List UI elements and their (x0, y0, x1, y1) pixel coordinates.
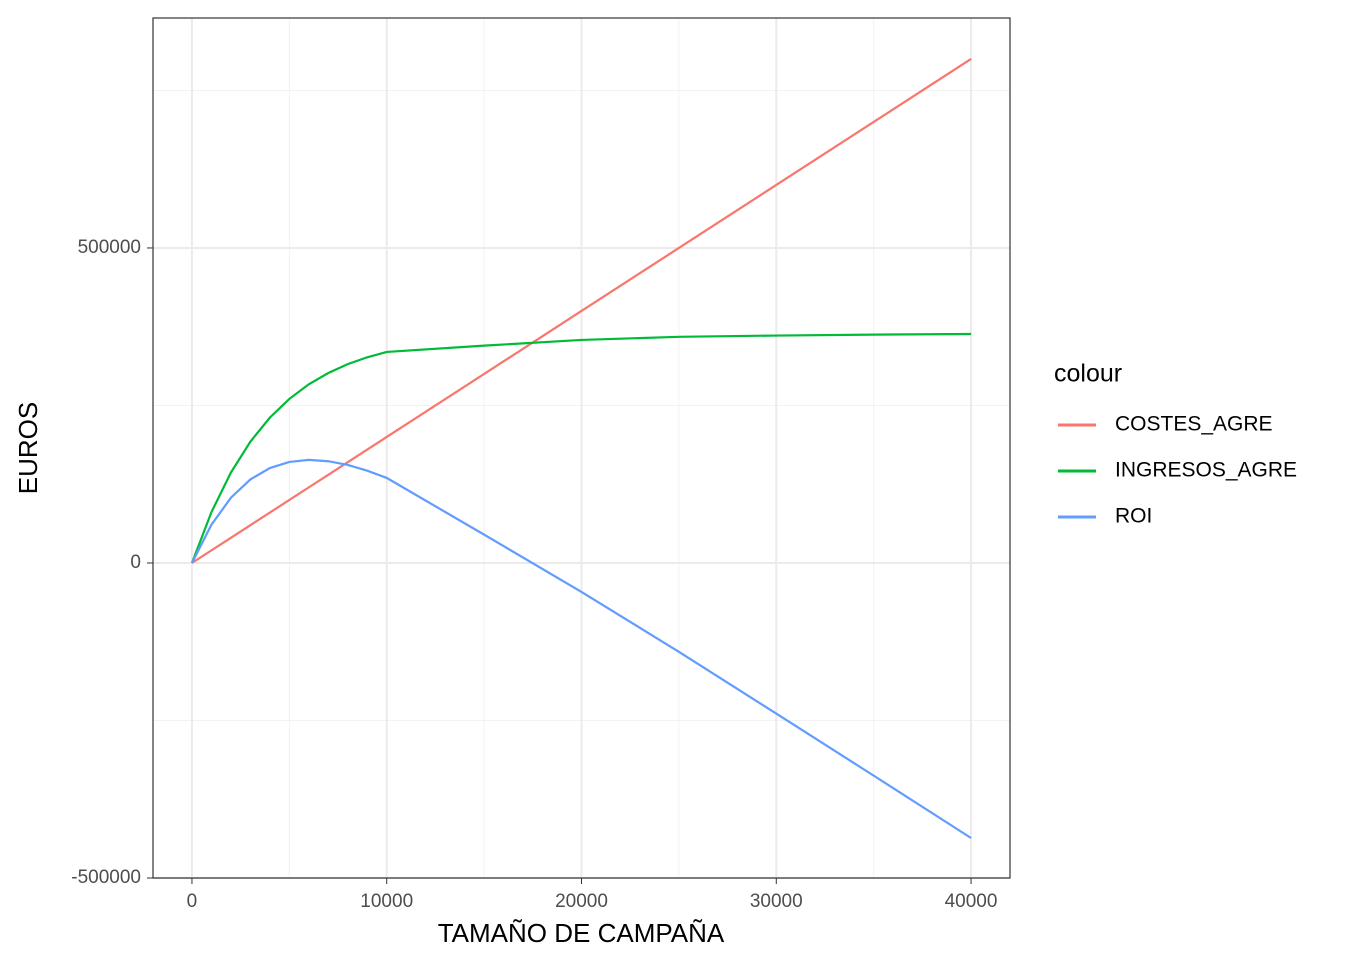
legend-title: colour (1054, 360, 1122, 388)
y-tick-label: 0 (130, 552, 141, 573)
x-tick-label: 20000 (555, 891, 608, 912)
x-tick-label: 0 (187, 891, 198, 912)
legend-label: COSTES_AGRE (1115, 413, 1273, 436)
y-axis-title: EUROS (13, 402, 43, 494)
y-tick-label: 500000 (78, 237, 141, 258)
x-tick-label: 10000 (360, 891, 413, 912)
legend-label: ROI (1115, 505, 1152, 528)
x-tick-label: 40000 (945, 891, 998, 912)
legend-label: INGRESOS_AGRE (1115, 459, 1297, 482)
series-line (190, 332, 972, 564)
y-tick-label: -500000 (71, 867, 141, 888)
series-line (190, 458, 972, 839)
x-tick-label: 30000 (750, 891, 803, 912)
series-line (191, 58, 972, 564)
x-axis-title: TAMAÑO DE CAMPAÑA (438, 918, 725, 948)
